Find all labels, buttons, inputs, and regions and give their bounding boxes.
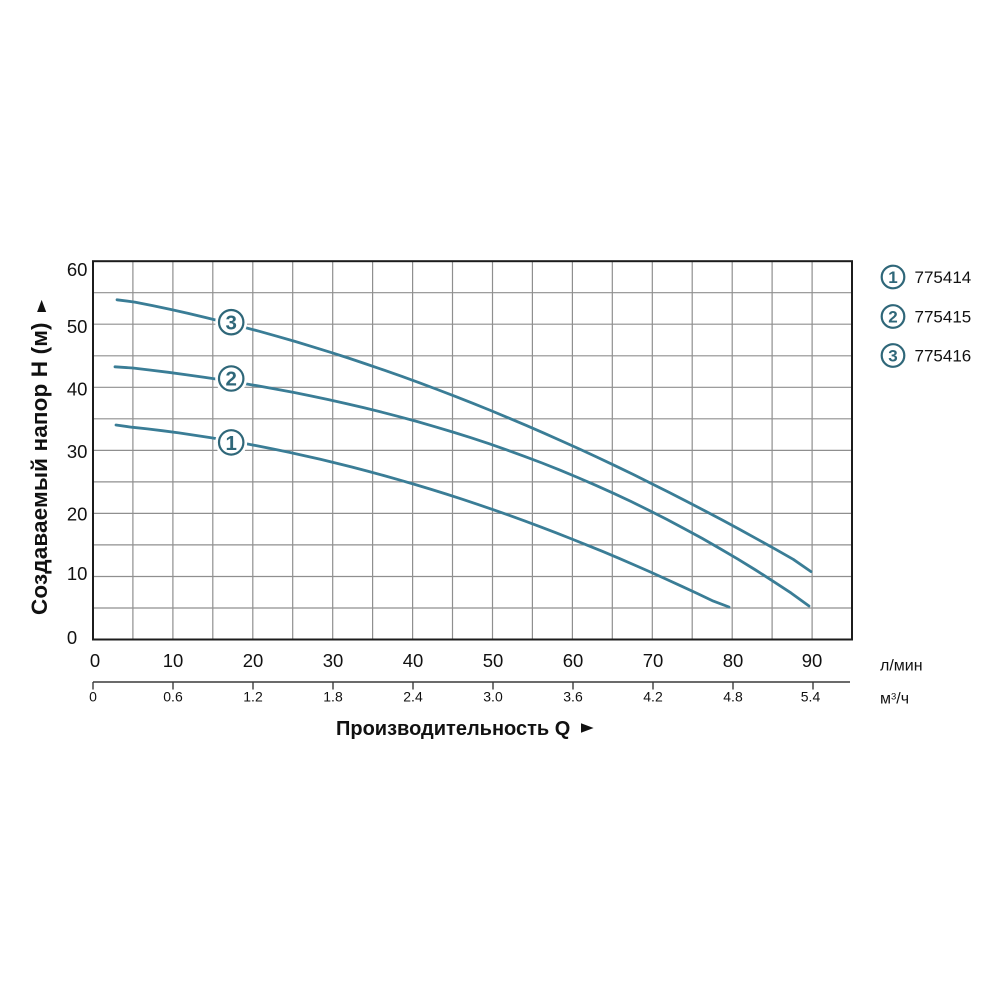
- svg-text:30: 30: [67, 441, 88, 462]
- svg-text:1.8: 1.8: [323, 689, 343, 705]
- svg-text:4.2: 4.2: [643, 689, 663, 705]
- svg-text:40: 40: [67, 379, 88, 400]
- svg-text:90: 90: [802, 650, 823, 671]
- svg-text:4.8: 4.8: [723, 689, 743, 705]
- svg-text:Производительность Q: Производительность Q: [336, 718, 570, 740]
- svg-text:10: 10: [163, 650, 184, 671]
- svg-text:50: 50: [483, 650, 504, 671]
- svg-text:775414: 775414: [915, 268, 972, 287]
- svg-text:20: 20: [67, 504, 88, 525]
- svg-text:3.6: 3.6: [563, 689, 583, 705]
- svg-text:3: 3: [888, 346, 897, 365]
- svg-text:л/мин: л/мин: [880, 658, 923, 675]
- svg-text:80: 80: [723, 650, 744, 671]
- svg-text:0: 0: [90, 650, 100, 671]
- svg-text:м3/ч: м3/ч: [880, 691, 909, 708]
- svg-text:775416: 775416: [915, 347, 972, 366]
- svg-text:30: 30: [323, 650, 344, 671]
- svg-text:40: 40: [403, 650, 424, 671]
- svg-text:20: 20: [243, 650, 264, 671]
- svg-text:60: 60: [563, 650, 584, 671]
- svg-text:60: 60: [67, 259, 88, 280]
- svg-text:2: 2: [888, 307, 897, 326]
- svg-text:10: 10: [67, 563, 88, 584]
- svg-text:5.4: 5.4: [801, 689, 821, 705]
- svg-text:2: 2: [225, 368, 236, 391]
- svg-text:0.6: 0.6: [163, 689, 183, 705]
- svg-text:1: 1: [225, 432, 236, 455]
- svg-text:3: 3: [225, 311, 236, 334]
- svg-text:50: 50: [67, 316, 88, 337]
- svg-text:0: 0: [67, 627, 77, 648]
- svg-text:3.0: 3.0: [483, 689, 503, 705]
- svg-text:70: 70: [643, 650, 664, 671]
- svg-text:Создаваемый напор H (м): Создаваемый напор H (м): [27, 323, 52, 616]
- svg-text:2.4: 2.4: [403, 689, 423, 705]
- svg-text:1: 1: [888, 268, 897, 287]
- svg-text:0: 0: [89, 689, 97, 705]
- svg-text:775415: 775415: [915, 308, 972, 327]
- svg-text:1.2: 1.2: [243, 689, 263, 705]
